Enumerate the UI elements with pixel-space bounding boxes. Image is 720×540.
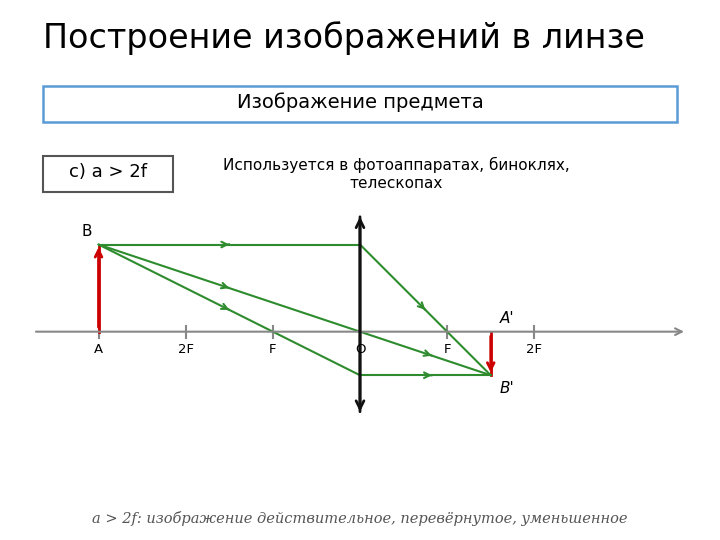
Text: Изображение предмета: Изображение предмета xyxy=(237,92,483,112)
Text: O: O xyxy=(355,343,365,356)
FancyBboxPatch shape xyxy=(43,156,173,192)
FancyBboxPatch shape xyxy=(43,86,677,122)
Text: F: F xyxy=(444,343,451,356)
Text: A': A' xyxy=(500,310,514,326)
Text: с) a > 2f: с) a > 2f xyxy=(69,163,147,181)
Text: B': B' xyxy=(500,381,514,396)
Text: B: B xyxy=(82,224,92,239)
Text: Используется в фотоаппаратах, биноклях,
телескопах: Используется в фотоаппаратах, биноклях, … xyxy=(222,157,570,191)
Text: 2F: 2F xyxy=(178,343,194,356)
Text: 2F: 2F xyxy=(526,343,542,356)
Text: A: A xyxy=(94,343,103,356)
Text: F: F xyxy=(269,343,276,356)
Text: a > 2f: изображение действительное, перевёрнутое, уменьшенное: a > 2f: изображение действительное, пере… xyxy=(92,511,628,526)
Text: Построение изображений в линзе: Построение изображений в линзе xyxy=(43,22,645,56)
